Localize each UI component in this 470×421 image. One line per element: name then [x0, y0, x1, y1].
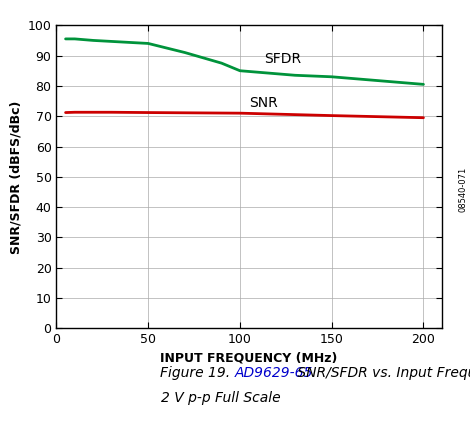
Text: SFDR: SFDR: [264, 52, 301, 66]
Text: SNR/SFDR vs. Input Frequency (AIN) with: SNR/SFDR vs. Input Frequency (AIN) with: [293, 365, 470, 380]
Text: Figure 19.: Figure 19.: [160, 365, 235, 380]
Text: AD9629-65: AD9629-65: [235, 365, 313, 380]
Text: 2 V p-p Full Scale: 2 V p-p Full Scale: [161, 391, 281, 405]
Text: SNR: SNR: [249, 96, 278, 110]
Y-axis label: SNR/SFDR (dBFS/dBc): SNR/SFDR (dBFS/dBc): [9, 100, 22, 253]
Text: 08540-071: 08540-071: [458, 167, 468, 212]
X-axis label: INPUT FREQUENCY (MHz): INPUT FREQUENCY (MHz): [160, 352, 338, 365]
